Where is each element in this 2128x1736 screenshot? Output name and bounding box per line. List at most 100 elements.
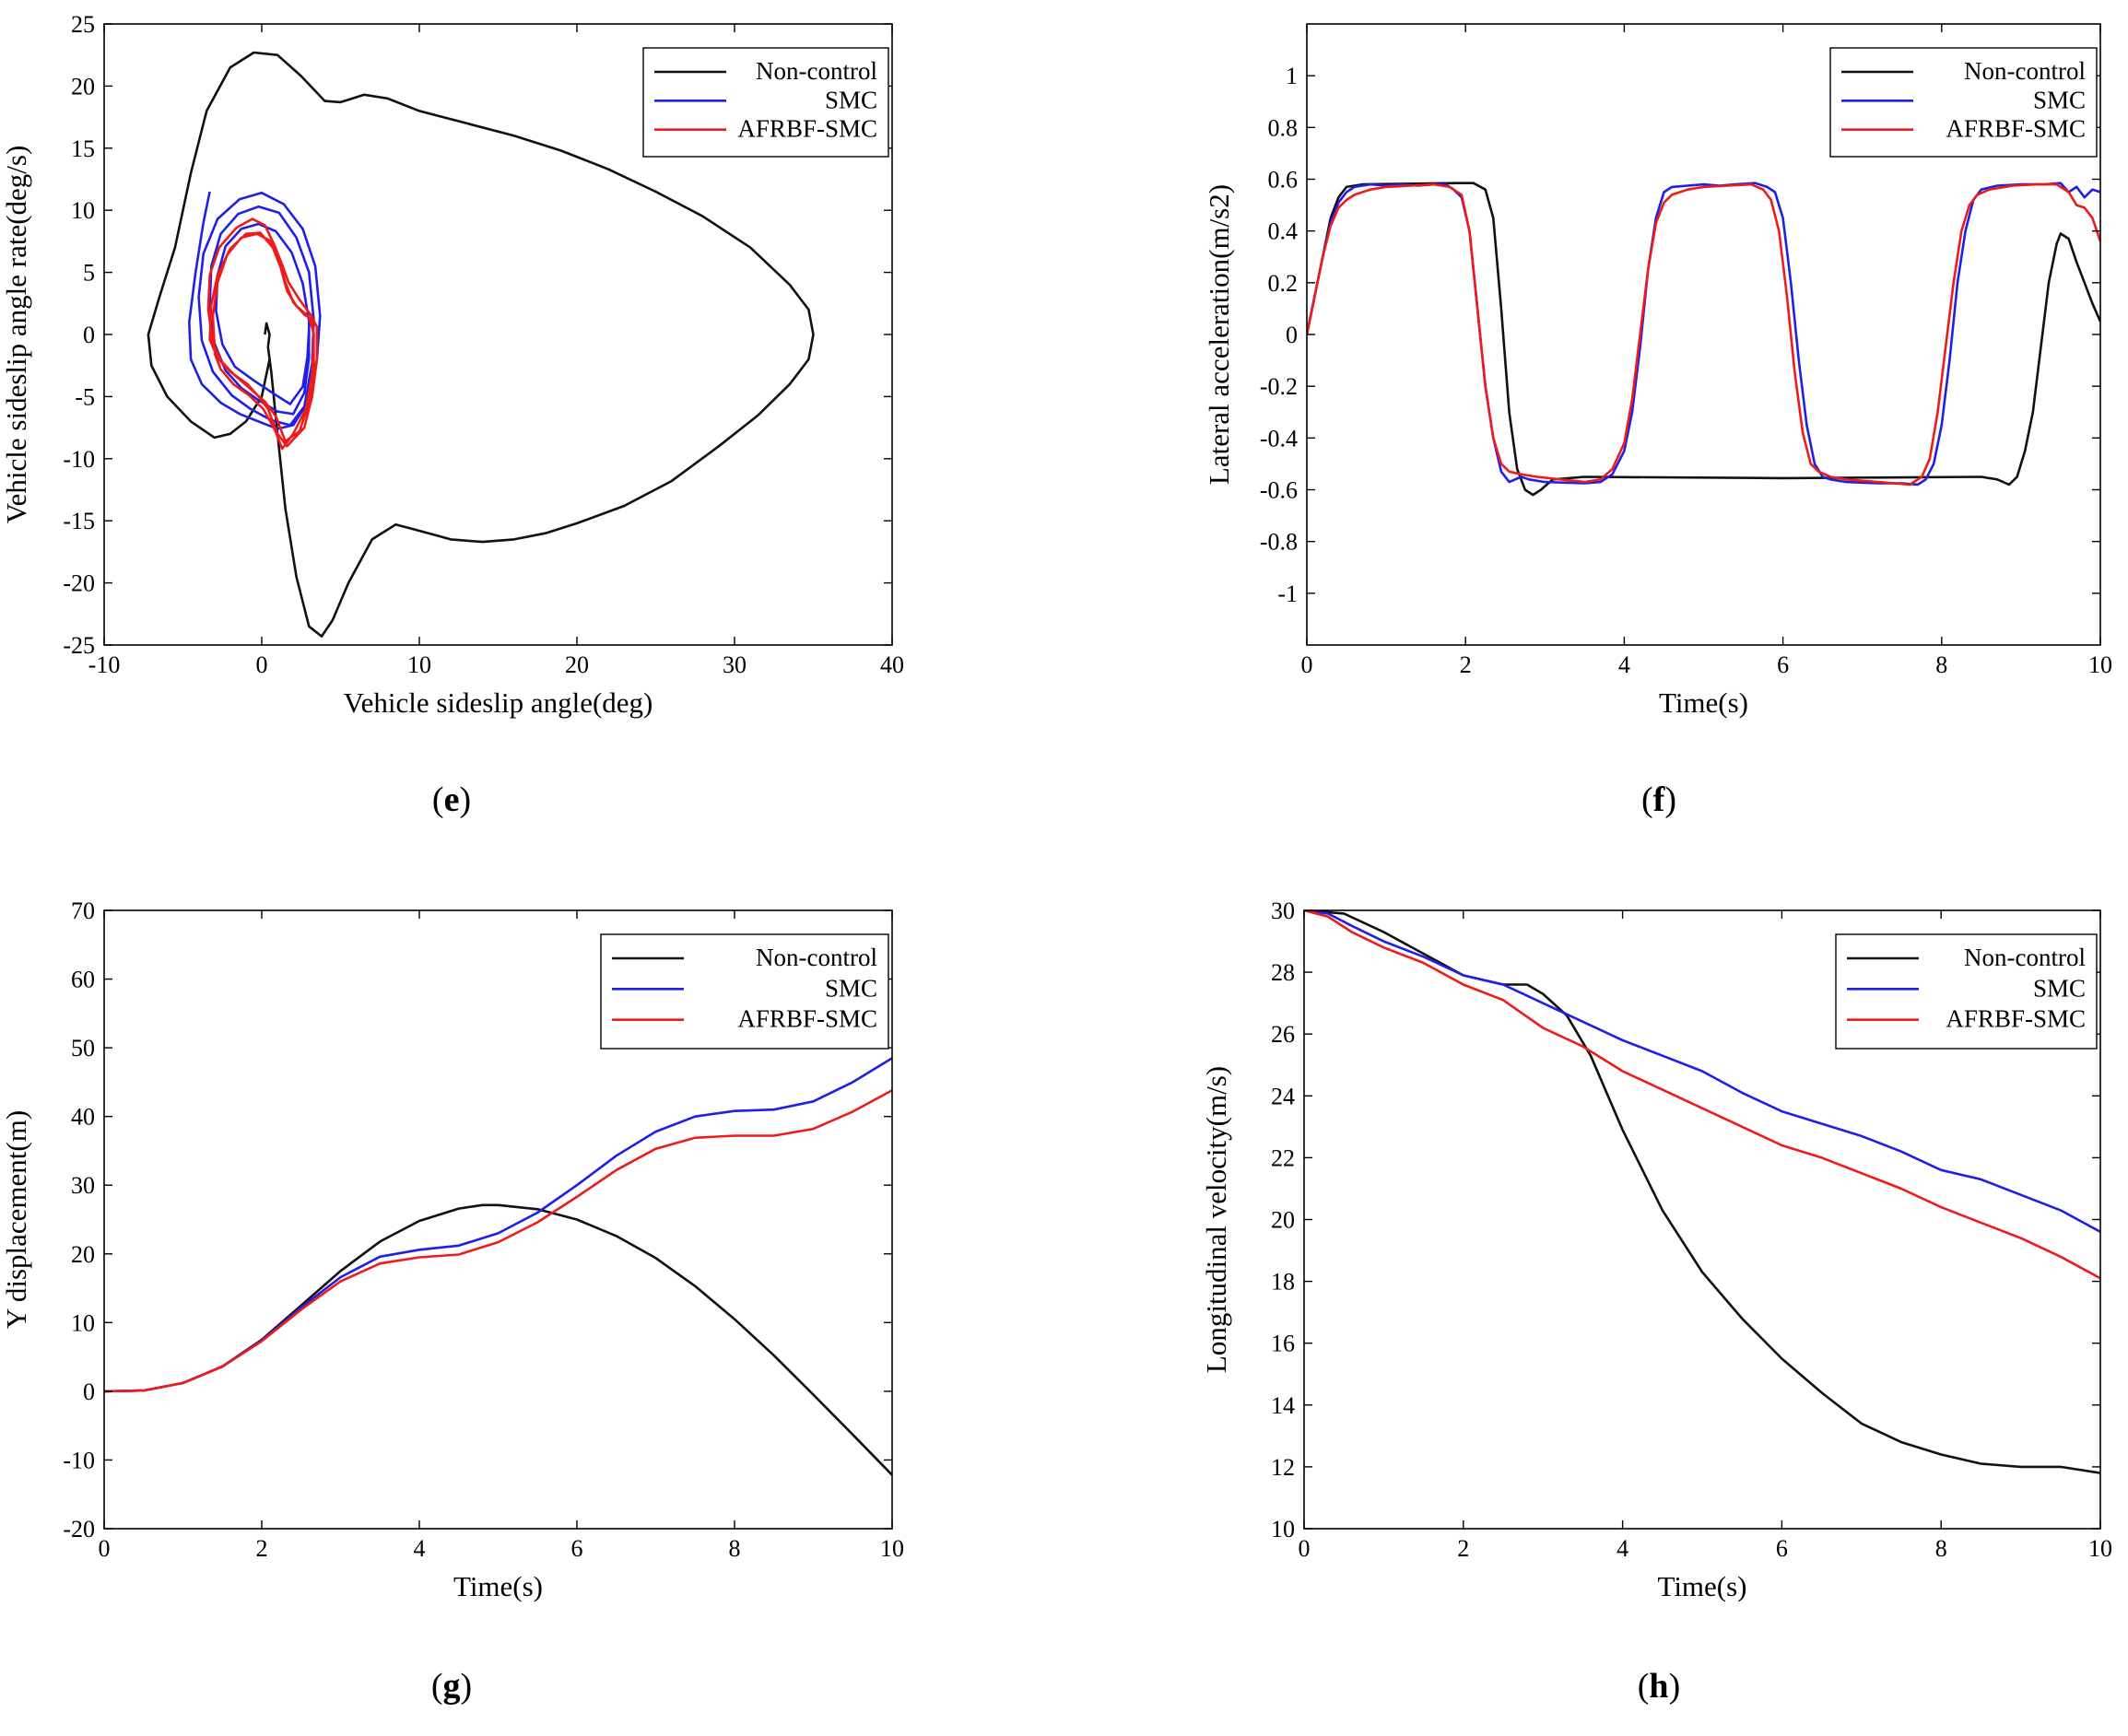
y-tick-label: -15 <box>63 508 95 534</box>
plot-area <box>1307 182 2100 497</box>
series-line-smc <box>1304 910 2100 1234</box>
y-tick-label: 10 <box>71 1309 95 1336</box>
y-tick-label: 1 <box>1286 63 1298 89</box>
chart-panel-f: 0 2 4 6 8 10 -1 -0.8 -0.6 -0.4 -0.2 0 0.2 0.4 0.6 0.8 1 T… <box>1203 23 2112 819</box>
x-tick-label: 10 <box>2088 651 2112 678</box>
y-tick-label: 0 <box>83 1378 95 1405</box>
x-axis-label: Time(s) <box>1657 1570 1746 1602</box>
y-tick-label: -10 <box>63 1447 95 1473</box>
legend: Non-control SMC AFRBF-SMC <box>1835 933 2098 1050</box>
x-tick-label: 8 <box>729 1535 741 1562</box>
caption-close: ) <box>1669 1667 1681 1706</box>
series-line-afrbf-smc <box>206 217 319 451</box>
y-tick-label: 0.2 <box>1268 270 1299 297</box>
y-tick-label: 0 <box>1286 322 1298 348</box>
y-tick-label: 12 <box>1271 1454 1295 1481</box>
series-line-afrbf-smc <box>104 1089 892 1393</box>
x-tick-label: 4 <box>1617 1535 1628 1562</box>
x-tick-label: 6 <box>571 1535 583 1562</box>
caption-open: ( <box>1638 1667 1650 1706</box>
y-tick-label: 24 <box>1271 1083 1295 1109</box>
x-tick-label: 0 <box>256 651 268 678</box>
legend-label: AFRBF-SMC <box>1946 115 2086 143</box>
x-tick-label: 4 <box>414 1535 426 1562</box>
y-tick-label: 40 <box>71 1104 95 1131</box>
panel-caption: (e) <box>432 780 471 819</box>
y-tick-label: 60 <box>71 967 95 993</box>
caption-letter: h <box>1649 1667 1668 1706</box>
y-tick-label: -0.2 <box>1260 373 1298 400</box>
series-line-afrbf-smc <box>1307 182 2100 487</box>
y-tick-label: 0.8 <box>1268 114 1299 141</box>
x-axis-label: Vehicle sideslip angle(deg) <box>344 686 653 719</box>
legend-box <box>1829 47 2098 158</box>
y-tick-label: 20 <box>71 73 95 100</box>
y-tick-label: -5 <box>75 383 95 410</box>
x-tick-label: -10 <box>88 651 121 678</box>
caption-letter: f <box>1653 780 1666 819</box>
caption-close: ) <box>461 1667 473 1706</box>
series-line-smc <box>188 191 322 430</box>
legend-label: SMC <box>825 86 877 113</box>
legend-label: Non-control <box>1964 944 2086 971</box>
y-tick-label: 20 <box>71 1241 95 1268</box>
caption-close: ) <box>459 780 471 819</box>
chart-panel-e: -10 0 10 20 30 40 -25 -20 -15 -10 -5 0 5 10 15 20 25 Vehi… <box>0 11 904 819</box>
x-tick-label: 8 <box>1935 651 1947 678</box>
x-tick-label: 4 <box>1618 651 1630 678</box>
y-tick-label: -25 <box>63 632 95 659</box>
y-tick-label: -10 <box>63 446 95 473</box>
chart-panel-h: 0 2 4 6 8 101012141618202224262830Time(s)Long… <box>1200 897 2112 1706</box>
series-line-non-control <box>147 51 815 638</box>
y-tick-label: 16 <box>1271 1331 1295 1357</box>
y-tick-label: -20 <box>63 1516 95 1542</box>
y-tick-label: 22 <box>1271 1144 1295 1171</box>
legend-label: Non-control <box>756 57 877 85</box>
x-tick-label: 8 <box>1935 1535 1947 1562</box>
y-tick-label: 18 <box>1271 1269 1295 1296</box>
x-axis-label: Time(s) <box>1659 686 1748 719</box>
x-tick-label: 6 <box>1777 651 1789 678</box>
x-tick-label: 2 <box>256 1535 268 1562</box>
x-tick-label: 2 <box>1457 1535 1469 1562</box>
legend-box <box>642 47 889 158</box>
y-tick-label: 20 <box>1271 1207 1295 1234</box>
y-tick-label: -0.4 <box>1260 425 1298 452</box>
x-axis-label: Time(s) <box>453 1570 543 1602</box>
y-tick-label: 5 <box>83 260 95 287</box>
y-axis-label: Vehicle sideslip angle rate(deg/s) <box>0 146 32 524</box>
caption-letter: g <box>443 1667 461 1706</box>
series-line-smc <box>104 1057 892 1393</box>
legend-label: AFRBF-SMC <box>737 1005 877 1033</box>
y-axis-label: Y displacement(m) <box>0 1110 32 1329</box>
panel-caption: (h) <box>1638 1667 1680 1706</box>
x-tick-label: 30 <box>723 651 747 678</box>
x-tick-label: 10 <box>2088 1535 2112 1562</box>
legend-box <box>600 933 889 1050</box>
y-tick-label: -20 <box>63 570 95 597</box>
x-tick-label: 20 <box>565 651 589 678</box>
y-axis-label: Longitudinal velocity(m/s) <box>1200 1066 1232 1373</box>
legend-label: SMC <box>2033 974 2086 1002</box>
y-tick-label: 10 <box>1271 1516 1295 1542</box>
panel-caption: (g) <box>431 1667 472 1706</box>
plot-area <box>1304 910 2100 1474</box>
y-tick-label: 50 <box>71 1035 95 1062</box>
series-line-smc <box>1307 182 2100 487</box>
x-tick-label: 0 <box>1301 651 1313 678</box>
y-tick-label: -0.6 <box>1260 477 1298 504</box>
y-axis-label: Lateral acceleration(m/s2) <box>1203 184 1235 485</box>
x-tick-label: 6 <box>1776 1535 1788 1562</box>
y-tick-label: 30 <box>1271 897 1295 924</box>
caption-open: ( <box>432 780 444 819</box>
legend-label: AFRBF-SMC <box>1946 1005 2086 1033</box>
y-tick-label: 0.6 <box>1268 167 1299 194</box>
plot-area <box>104 1057 892 1476</box>
panel-caption: (f) <box>1641 780 1676 819</box>
legend-label: SMC <box>2033 86 2086 113</box>
x-tick-label: 10 <box>880 1535 904 1562</box>
